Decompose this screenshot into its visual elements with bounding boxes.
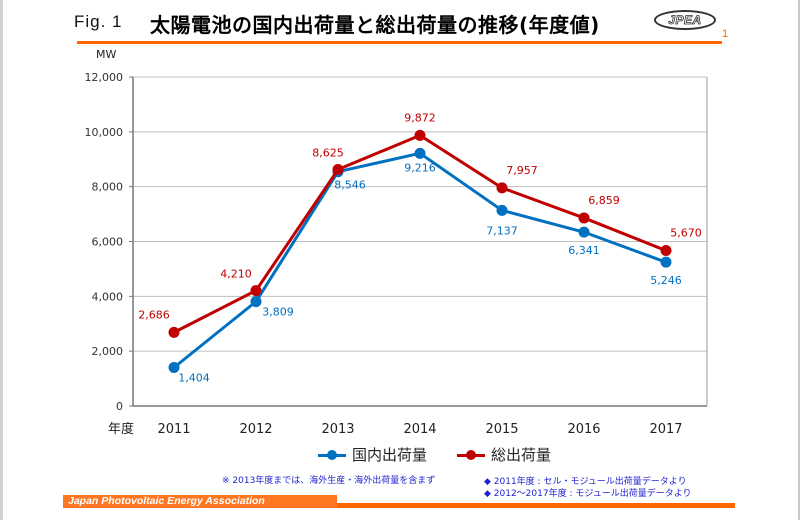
note-source-2012-2017: ◆ 2012～2017年度 : モジュール出荷量データより xyxy=(484,489,692,499)
page-right-border xyxy=(798,0,800,520)
data-label-total: 7,957 xyxy=(506,164,538,177)
data-point-total xyxy=(414,129,426,141)
data-labels: 1,404 3,809 8,546 9,216 7,137 6,341 5,246 2,686… xyxy=(138,111,702,384)
series-line-domestic xyxy=(173,151,667,369)
legend-item-domestic: 国内出荷量 xyxy=(318,444,427,465)
x-tick-label: 2012 xyxy=(239,422,272,437)
data-label-domestic: 8,546 xyxy=(334,179,366,192)
x-tick-label: 2015 xyxy=(485,422,518,437)
data-point-total xyxy=(496,182,508,194)
data-label-total: 9,872 xyxy=(404,111,436,124)
data-label-domestic: 7,137 xyxy=(486,224,518,237)
data-label-domestic: 9,216 xyxy=(404,161,436,174)
data-label-domestic: 1,404 xyxy=(178,372,210,385)
data-label-total: 5,670 xyxy=(670,227,702,240)
data-point-domestic xyxy=(578,226,590,238)
y-axis-unit-label: MW xyxy=(96,48,116,61)
legend-marker-total-icon xyxy=(457,449,486,460)
data-point-total xyxy=(660,245,672,257)
y-tick-label: 4,000 xyxy=(92,290,124,303)
chart-legend: 国内出荷量 総出荷量 xyxy=(318,444,551,465)
page-number: 1 xyxy=(722,28,729,40)
y-tick-label: 0 xyxy=(116,400,123,413)
page-left-border xyxy=(0,0,3,520)
title-underline xyxy=(77,41,722,44)
x-axis-label: 年度 xyxy=(108,421,134,437)
note-source-2011: ◆ 2011年度 : セル・モジュール出荷量データより xyxy=(484,477,687,487)
data-point-total xyxy=(250,285,262,297)
legend-label-total: 総出荷量 xyxy=(491,446,552,464)
x-tick-label: 2013 xyxy=(321,422,354,437)
x-tick-label: 2017 xyxy=(649,422,682,437)
figure-label: Fig. 1 xyxy=(74,12,123,31)
x-tick-label: 2016 xyxy=(567,422,600,437)
data-label-total: 2,686 xyxy=(138,308,170,321)
legend-marker-domestic-icon xyxy=(318,449,346,460)
x-tick-label: 2014 xyxy=(403,422,436,437)
data-label-domestic: 3,809 xyxy=(262,306,294,319)
y-tick-label: 6,000 xyxy=(92,236,124,249)
y-tick-label: 2,000 xyxy=(92,345,124,358)
data-label-total: 4,210 xyxy=(220,268,252,281)
data-point-domestic xyxy=(414,147,426,159)
data-point-domestic xyxy=(250,296,262,308)
data-label-domestic: 5,246 xyxy=(650,274,682,287)
data-point-total xyxy=(168,326,180,338)
data-point-domestic xyxy=(168,362,180,374)
x-axis-ticks: 2011 2012 2013 2014 2015 2016 2017 xyxy=(157,422,682,437)
data-point-domestic xyxy=(496,204,508,216)
data-point-total xyxy=(332,164,344,176)
footer-rule xyxy=(337,503,735,508)
y-axis-ticks: 0 2,000 4,000 6,000 8,000 10,000 12,000 xyxy=(85,71,133,413)
y-tick-label: 10,000 xyxy=(85,126,124,139)
note-overseas-exclusion: ※ 2013年度までは、海外生産・海外出荷量を含まず xyxy=(222,476,436,486)
data-label-domestic: 6,341 xyxy=(568,244,600,257)
data-point-domestic xyxy=(660,256,672,268)
data-label-total: 8,625 xyxy=(312,147,344,160)
footer-organization: Japan Photovoltaic Energy Association xyxy=(63,495,337,508)
legend-label-domestic: 国内出荷量 xyxy=(352,446,428,464)
jpea-logo: JPEA xyxy=(654,10,716,30)
x-tick-label: 2011 xyxy=(157,422,190,437)
legend-item-total: 総出荷量 xyxy=(457,444,551,465)
data-point-total xyxy=(578,212,590,224)
data-label-total: 6,859 xyxy=(588,194,620,207)
y-tick-label: 8,000 xyxy=(92,181,124,194)
series-group xyxy=(168,129,672,374)
chart-title: 太陽電池の国内出荷量と総出荷量の推移(年度値) xyxy=(150,13,600,37)
y-tick-label: 12,000 xyxy=(85,71,124,84)
